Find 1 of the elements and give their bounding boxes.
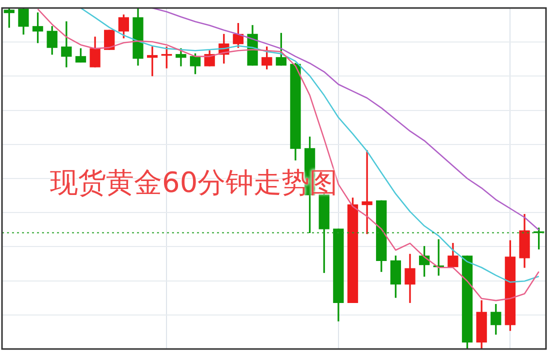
candlestick [362, 150, 372, 234]
